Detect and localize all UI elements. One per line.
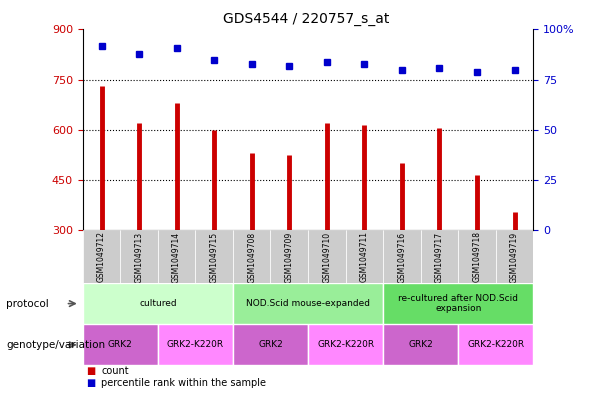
Text: GRK2-K220R: GRK2-K220R — [317, 340, 374, 349]
Bar — [120, 230, 158, 283]
Bar — [346, 230, 383, 283]
Text: GSM1049712: GSM1049712 — [97, 231, 106, 283]
Text: GSM1049717: GSM1049717 — [435, 231, 444, 283]
Text: GRK2-K220R: GRK2-K220R — [167, 340, 224, 349]
Text: GSM1049708: GSM1049708 — [247, 231, 256, 283]
Text: re-cultured after NOD.Scid
expansion: re-cultured after NOD.Scid expansion — [398, 294, 518, 313]
Text: cultured: cultured — [139, 299, 177, 308]
Text: GRK2: GRK2 — [108, 340, 132, 349]
Text: protocol: protocol — [6, 299, 49, 309]
Text: GRK2-K220R: GRK2-K220R — [467, 340, 524, 349]
Bar — [383, 324, 458, 365]
Text: count: count — [101, 365, 129, 376]
Bar — [308, 230, 346, 283]
Bar — [383, 283, 533, 324]
Text: GSM1049719: GSM1049719 — [510, 231, 519, 283]
Text: GSM1049713: GSM1049713 — [135, 231, 143, 283]
Bar — [421, 230, 458, 283]
Text: NOD.Scid mouse-expanded: NOD.Scid mouse-expanded — [246, 299, 370, 308]
Bar — [233, 230, 270, 283]
Bar — [158, 230, 196, 283]
Text: ■: ■ — [86, 365, 95, 376]
Bar — [458, 230, 496, 283]
Text: GSM1049710: GSM1049710 — [322, 231, 331, 283]
Bar — [196, 230, 233, 283]
Text: GSM1049716: GSM1049716 — [397, 231, 406, 283]
Text: GDS4544 / 220757_s_at: GDS4544 / 220757_s_at — [223, 12, 390, 26]
Text: GSM1049711: GSM1049711 — [360, 231, 369, 283]
Text: genotype/variation: genotype/variation — [6, 340, 105, 350]
Bar — [158, 324, 233, 365]
Bar — [308, 324, 383, 365]
Bar — [83, 230, 120, 283]
Text: GSM1049714: GSM1049714 — [172, 231, 181, 283]
Bar — [458, 324, 533, 365]
Text: percentile rank within the sample: percentile rank within the sample — [101, 378, 266, 388]
Bar — [83, 283, 233, 324]
Text: GRK2: GRK2 — [258, 340, 283, 349]
Text: GSM1049718: GSM1049718 — [473, 231, 481, 283]
Bar — [233, 324, 308, 365]
Bar — [270, 230, 308, 283]
Bar — [496, 230, 533, 283]
Bar — [233, 283, 383, 324]
Bar — [83, 324, 158, 365]
Text: GSM1049715: GSM1049715 — [210, 231, 219, 283]
Text: GSM1049709: GSM1049709 — [285, 231, 294, 283]
Bar — [383, 230, 421, 283]
Text: ■: ■ — [86, 378, 95, 388]
Text: GRK2: GRK2 — [408, 340, 433, 349]
